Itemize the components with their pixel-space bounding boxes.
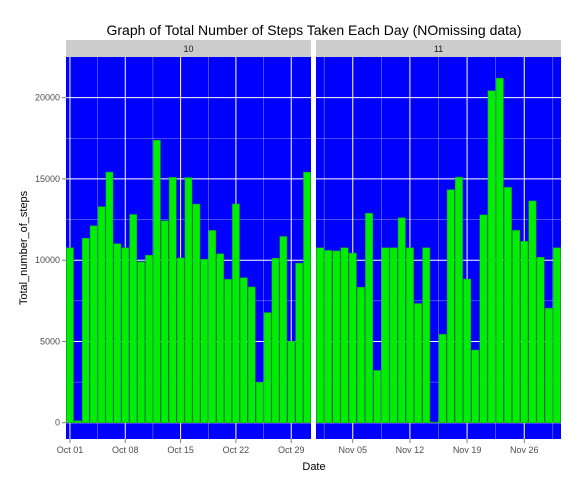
bar — [295, 262, 303, 423]
bars-october — [66, 139, 311, 424]
panel-october: 10 — [66, 40, 311, 439]
bar — [113, 243, 122, 423]
bar — [332, 250, 341, 423]
y-tick-label: 0 — [55, 418, 60, 428]
bar — [389, 247, 398, 423]
bar — [168, 177, 177, 423]
bar — [495, 77, 504, 423]
bar — [487, 90, 496, 423]
bar — [544, 307, 553, 423]
bar — [536, 256, 545, 423]
bar — [373, 370, 382, 424]
y-axis: 0 5000 10000 15000 20000 — [35, 93, 66, 428]
bar — [552, 247, 561, 423]
bar — [74, 420, 82, 424]
x-tick-label: Nov 05 — [338, 445, 367, 455]
bar — [438, 334, 447, 423]
chart-title: Graph of Total Number of Steps Taken Eac… — [106, 22, 521, 38]
bar — [512, 230, 521, 423]
bar — [381, 247, 390, 423]
y-tick-label: 20000 — [35, 93, 60, 103]
bar — [271, 258, 280, 424]
strip-october — [66, 40, 311, 57]
bar — [287, 340, 296, 423]
bar — [422, 247, 431, 423]
bar — [153, 139, 161, 423]
bar — [192, 203, 201, 423]
bar — [232, 203, 240, 423]
x-axis: Oct 01 Oct 08 Oct 15 Oct 22 Oct 29 Nov 05 Nov … — [57, 439, 539, 455]
x-tick-label: Oct 15 — [167, 445, 194, 455]
panel-november: 11 — [316, 40, 561, 439]
bar — [145, 255, 153, 423]
bar — [247, 286, 256, 423]
bar — [405, 247, 414, 423]
y-axis-title: Total_number_of_steps — [18, 190, 30, 305]
bar — [66, 247, 74, 423]
bar — [471, 349, 480, 423]
bar — [129, 214, 137, 423]
bar — [316, 247, 325, 423]
bar — [89, 225, 98, 423]
x-tick-label: Oct 29 — [278, 445, 305, 455]
strip-label-october: 10 — [183, 44, 193, 54]
bars-november — [316, 77, 561, 424]
bar — [160, 220, 169, 423]
x-tick-label: Nov 26 — [510, 445, 539, 455]
bar — [414, 303, 423, 423]
bar — [503, 187, 512, 423]
bar — [121, 247, 130, 423]
bar — [348, 252, 357, 423]
x-tick-label: Nov 19 — [453, 445, 482, 455]
bar — [454, 176, 463, 423]
x-axis-title: Date — [302, 461, 325, 473]
bar — [446, 189, 455, 423]
y-tick-label: 10000 — [35, 255, 60, 265]
bar — [479, 214, 488, 423]
bar — [240, 277, 248, 423]
bar — [279, 236, 288, 423]
y-tick-label: 5000 — [40, 336, 60, 346]
bar — [81, 237, 90, 423]
x-tick-label: Oct 08 — [112, 445, 139, 455]
bar — [356, 287, 365, 423]
x-tick-label: Oct 01 — [57, 445, 84, 455]
bar — [340, 247, 349, 423]
bar — [137, 261, 145, 423]
bar — [184, 177, 193, 423]
bar — [430, 421, 439, 423]
bar — [365, 213, 374, 423]
x-tick-label: Nov 12 — [396, 445, 425, 455]
bar — [463, 278, 472, 423]
y-tick-label: 15000 — [35, 174, 60, 184]
bar — [324, 250, 333, 423]
bar — [255, 381, 264, 423]
bar — [303, 171, 311, 423]
bar — [397, 217, 406, 423]
strip-label-november: 11 — [434, 44, 443, 54]
bar — [105, 171, 114, 423]
bar — [528, 200, 537, 423]
bar — [176, 257, 185, 423]
bar — [263, 312, 272, 424]
bar — [224, 279, 232, 423]
bar — [208, 230, 217, 423]
bar — [97, 206, 106, 423]
bar — [520, 241, 529, 423]
bar — [216, 253, 224, 423]
x-tick-label: Oct 22 — [223, 445, 250, 455]
strip-november — [316, 40, 561, 57]
bar — [200, 259, 209, 423]
